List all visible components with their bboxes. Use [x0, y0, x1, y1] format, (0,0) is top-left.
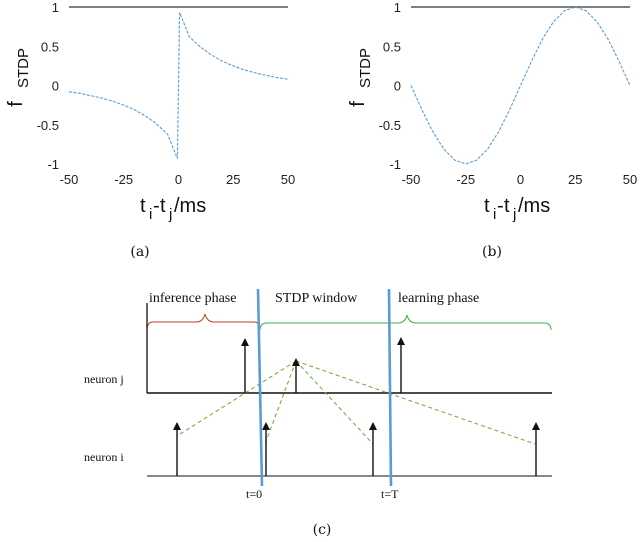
y-tick-a-1: 0.5 — [41, 39, 59, 54]
caption-c: (c) — [313, 522, 332, 538]
window-end-line — [387, 288, 393, 487]
ylabel-b: f STDP — [347, 48, 374, 107]
xlabel-b-unit: /ms — [518, 195, 550, 217]
y-tick-b-1: 0.5 — [383, 39, 401, 54]
spike-j-1-head — [241, 338, 249, 346]
ylabel-a-sub: STDP — [15, 48, 32, 88]
panel-c: inference phase STDP window learning pha… — [84, 288, 552, 538]
label-learning-phase: learning phase — [398, 291, 479, 306]
link-4 — [295, 360, 536, 445]
spike-links — [176, 360, 536, 445]
x-tick-b-2: 0 — [517, 172, 524, 187]
xlabel-a-sub1: i — [149, 206, 152, 223]
label-neuron-j: neuron j — [84, 372, 124, 386]
ylabel-a-main: f — [5, 101, 27, 107]
x-tick-a-0: -50 — [60, 172, 79, 187]
spike-i-4-head — [532, 422, 540, 430]
label-tT: t=T — [381, 487, 399, 501]
x-tick-b-3: 25 — [568, 172, 582, 187]
x-tick-a-4: 50 — [281, 172, 295, 187]
series-line-b-0 — [410, 6, 631, 165]
x-tick-b-4: 50 — [623, 172, 637, 187]
spike-j-3-head — [397, 337, 405, 345]
x-tick-a-3: 25 — [226, 172, 240, 187]
xlabel-b-dash: - — [497, 195, 504, 217]
label-inference-phase: inference phase — [149, 291, 236, 306]
y-tick-b-4: -1 — [389, 157, 401, 172]
xlabel-b-t2: t — [504, 195, 510, 217]
y-tick-b-0: 1 — [394, 0, 401, 15]
y-tick-a-0: 1 — [52, 0, 59, 15]
label-stdp-window: STDP window — [275, 291, 358, 306]
xlabel-a-sub2: j — [168, 206, 172, 223]
spike-i-1-head — [173, 422, 181, 430]
ylabel-a: f STDP — [5, 48, 32, 107]
xlabel-b-t1: t — [484, 195, 490, 217]
label-t0: t=0 — [246, 487, 262, 501]
xlabel-a: t i - t j /ms — [140, 195, 206, 223]
xlabel-a-dash: - — [153, 195, 160, 217]
y-tick-a-4: -1 — [47, 157, 59, 172]
neuron-i-spikes — [173, 422, 540, 476]
y-tick-b-2: 0 — [394, 79, 401, 94]
neuron-j-spikes — [241, 337, 405, 393]
caption-a: (a) — [130, 244, 149, 260]
x-tick-b-0: -50 — [402, 172, 421, 187]
xlabel-b-sub2: j — [512, 206, 516, 223]
spike-j-2-head — [292, 358, 300, 366]
ticks-a: -50 -25 0 25 50 1 0.5 0 -0.5 -1 — [37, 0, 296, 187]
panel-a: -50 -25 0 25 50 1 0.5 0 -0.5 -1 f STDP t i - t j … — [5, 0, 295, 260]
x-tick-a-2: 0 — [175, 172, 182, 187]
y-tick-a-2: 0 — [52, 79, 59, 94]
ylabel-b-main: f — [347, 101, 369, 107]
xlabel-b: t i - t j /ms — [484, 195, 550, 223]
series-a — [68, 12, 289, 159]
spike-i-3-head — [369, 422, 377, 430]
spike-i-2-head — [262, 422, 270, 430]
panel-b: -50 -25 0 25 50 1 0.5 0 -0.5 -1 f STDP t i - t j … — [347, 0, 637, 260]
caption-b: (b) — [482, 244, 502, 260]
x-tick-b-1: -25 — [456, 172, 475, 187]
series-b — [410, 6, 631, 165]
y-tick-a-3: -0.5 — [37, 118, 59, 133]
x-tick-a-1: -25 — [114, 172, 133, 187]
link-3 — [295, 360, 374, 445]
learning-brace — [259, 314, 552, 331]
xlabel-b-sub1: i — [493, 206, 496, 223]
ylabel-b-sub: STDP — [357, 48, 374, 88]
label-neuron-i: neuron i — [84, 450, 124, 464]
inference-brace — [146, 313, 261, 331]
xlabel-a-t2: t — [160, 195, 166, 217]
ticks-b: -50 -25 0 25 50 1 0.5 0 -0.5 -1 — [379, 0, 638, 187]
y-tick-b-3: -0.5 — [379, 118, 401, 133]
series-line-a-0 — [68, 12, 289, 159]
xlabel-a-t1: t — [140, 195, 146, 217]
xlabel-a-unit: /ms — [174, 195, 206, 217]
link-2 — [264, 360, 297, 445]
window-start-line — [256, 288, 264, 487]
link-1 — [176, 360, 297, 437]
